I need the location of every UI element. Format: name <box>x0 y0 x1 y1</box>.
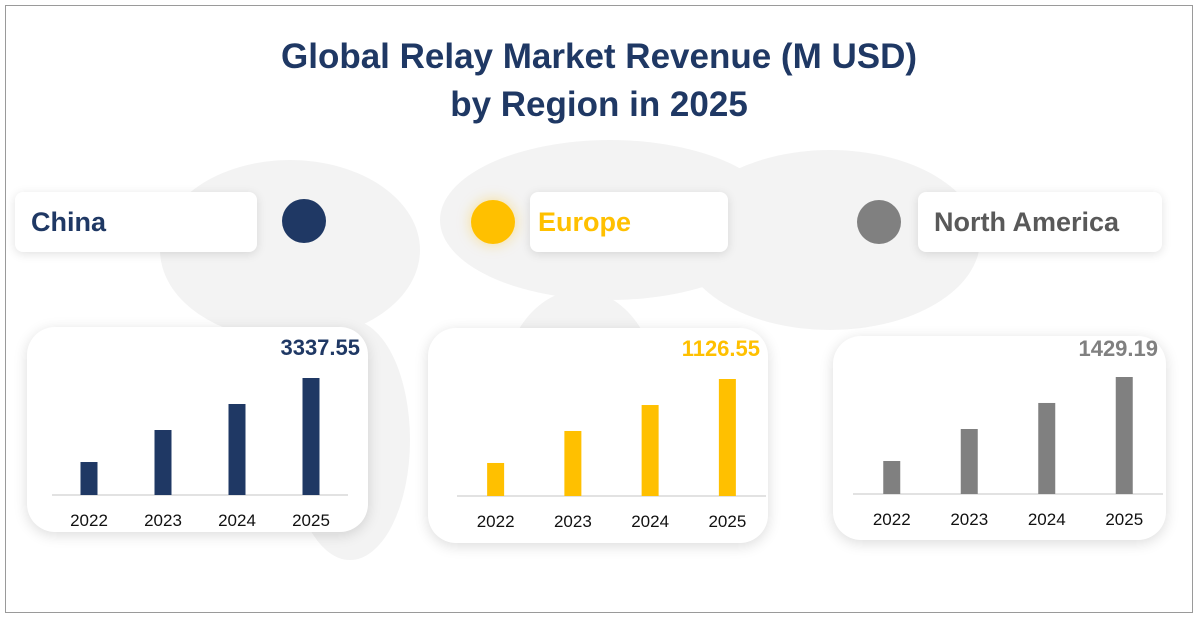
x-tick-label: 2023 <box>144 511 182 530</box>
bar-2024 <box>641 405 659 496</box>
bar-2025 <box>718 379 736 496</box>
europe-chart-card: 2022 2023 2024 2025 1126.55 <box>428 328 768 543</box>
x-tick-label: 2022 <box>477 512 515 531</box>
bar-2023 <box>564 430 582 496</box>
legend-dot-north-america <box>857 200 901 244</box>
x-tick-label: 2022 <box>873 510 911 529</box>
legend-dot-europe <box>471 200 515 244</box>
bar-2024 <box>228 403 246 495</box>
x-tick-label: 2025 <box>1105 510 1143 529</box>
north-america-bar-chart: 2022 2023 2024 2025 <box>853 377 1163 529</box>
bar-2022 <box>80 462 98 495</box>
europe-2025-value: 1126.55 <box>681 336 760 361</box>
x-tick-label: 2023 <box>950 510 988 529</box>
bar-2023 <box>154 430 172 495</box>
north-america-2025-value: 1429.19 <box>1078 336 1158 361</box>
legend-dot-china <box>282 199 326 243</box>
bar-2025 <box>1115 377 1133 494</box>
x-tick-label: 2025 <box>708 512 746 531</box>
chart-title-line2: by Region in 2025 <box>450 85 748 124</box>
north-america-chart-card: 2022 2023 2024 2025 1429.19 <box>833 336 1166 540</box>
bar-2024 <box>1038 402 1056 494</box>
x-tick-label: 2023 <box>554 512 592 531</box>
bar-2025 <box>302 378 320 495</box>
europe-bar-chart: 2022 2023 2024 2025 <box>457 379 766 531</box>
chart-title-line1: Global Relay Market Revenue (M USD) <box>281 37 917 76</box>
x-tick-label: 2022 <box>70 511 108 530</box>
x-tick-label: 2025 <box>292 511 330 530</box>
x-tick-label: 2024 <box>631 512 669 531</box>
bar-2023 <box>960 428 978 494</box>
region-label-china: China <box>15 192 257 252</box>
x-tick-label: 2024 <box>218 511 256 530</box>
bar-2022 <box>487 462 505 496</box>
china-chart-card: 2022 2023 2024 2025 3337.55 <box>27 327 368 532</box>
region-label-europe: Europe <box>530 192 728 252</box>
x-tick-label: 2024 <box>1028 510 1066 529</box>
china-2025-value: 3337.55 <box>280 335 360 360</box>
bar-2022 <box>883 461 901 494</box>
region-label-north-america: North America <box>918 192 1162 252</box>
china-bar-chart: 2022 2023 2024 2025 <box>52 378 348 530</box>
